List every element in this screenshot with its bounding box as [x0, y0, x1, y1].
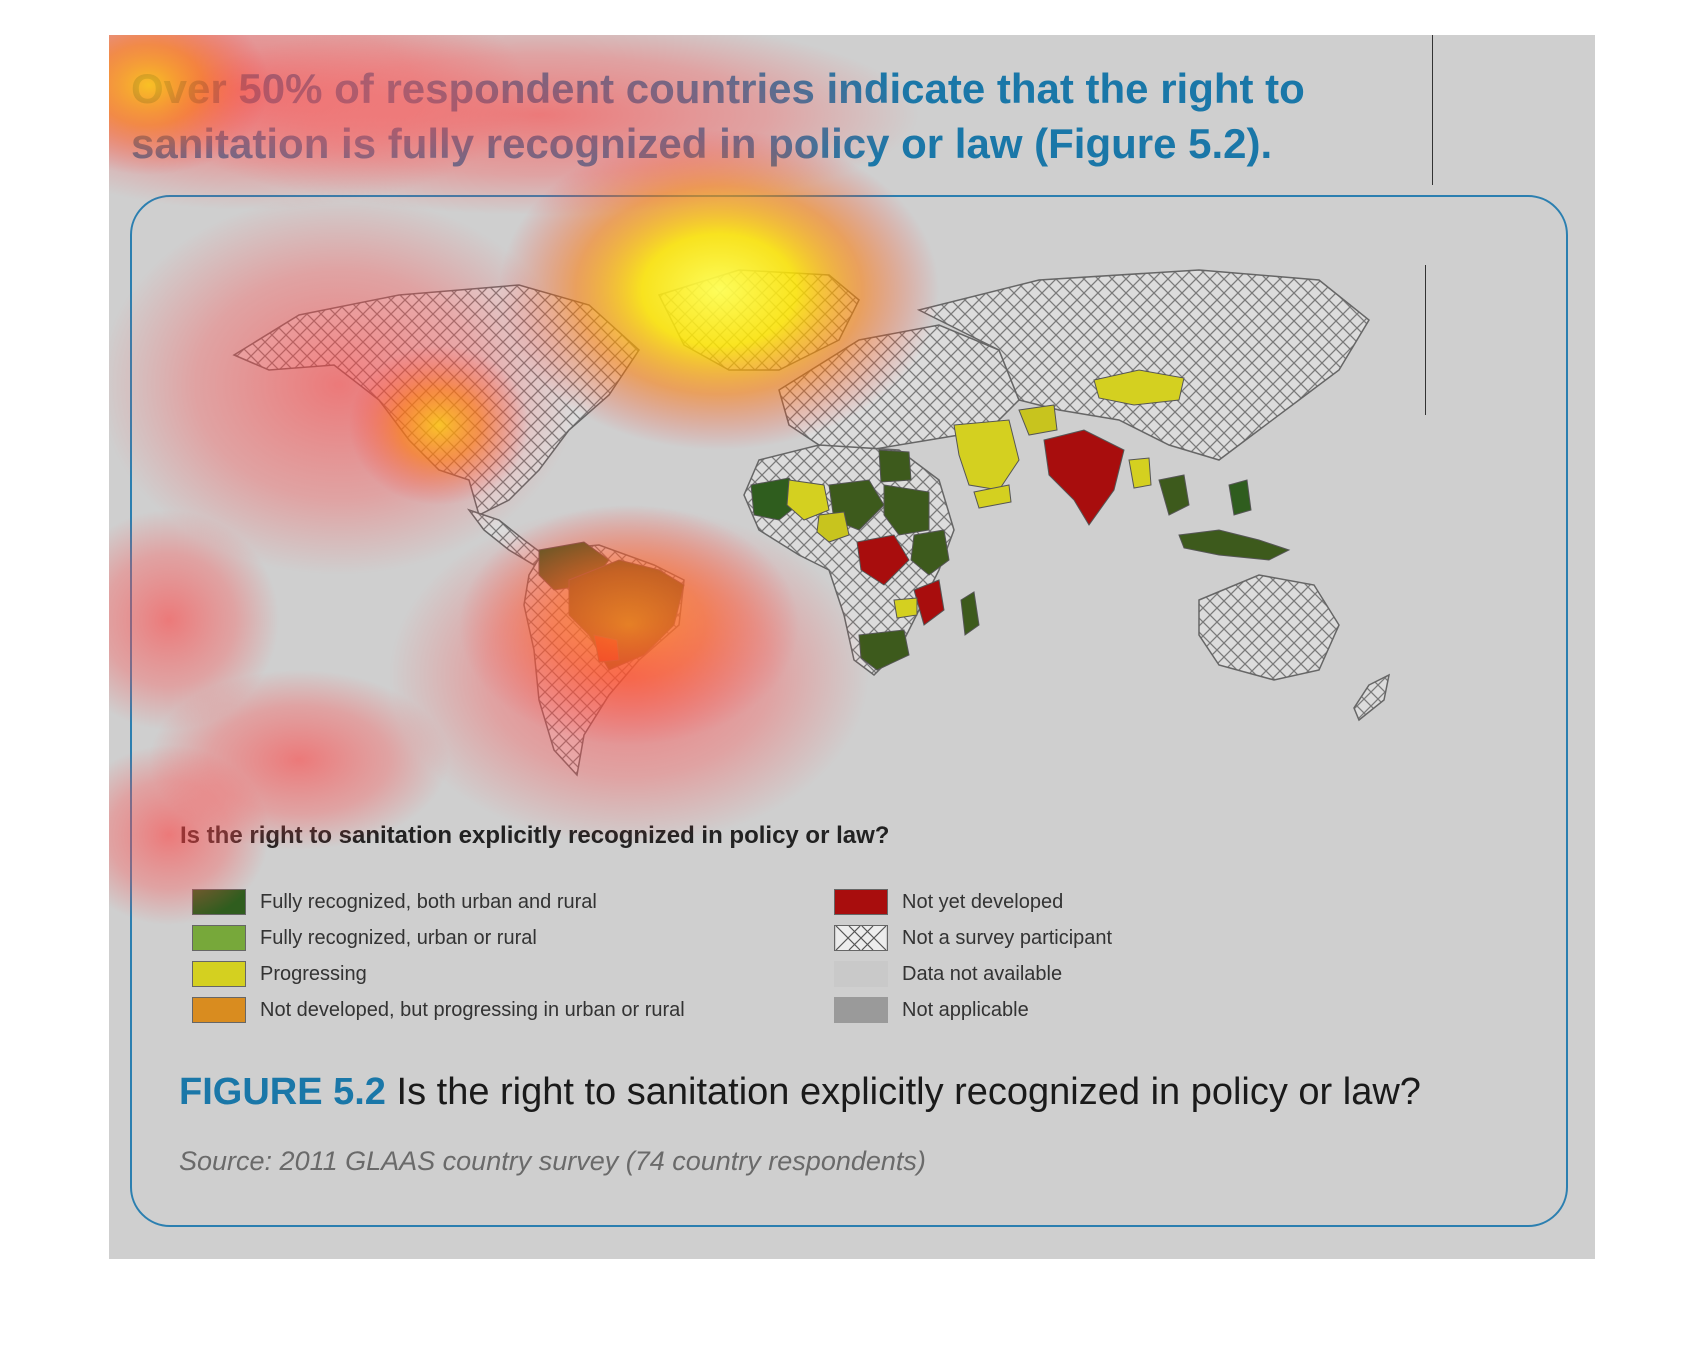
legend-label: Fully recognized, urban or rural — [260, 926, 537, 949]
figure-label: FIGURE 5.2 — [179, 1071, 386, 1113]
legend-title: Is the right to sanitation explicitly re… — [180, 822, 890, 849]
region-mozambique-red — [913, 579, 945, 626]
legend-item: Progressing — [192, 956, 685, 992]
region-new-zealand — [1353, 673, 1391, 722]
legend-left-column: Fully recognized, both urban and rural F… — [192, 884, 685, 1028]
legend-swatch — [192, 961, 246, 987]
legend-item: Not applicable — [834, 992, 1112, 1028]
region-egypt — [878, 449, 912, 483]
region-indonesia-green — [1178, 529, 1291, 561]
region-central-asia-yellow — [1018, 404, 1058, 436]
legend-label: Data not available — [902, 962, 1063, 985]
vertical-rule — [1432, 35, 1433, 185]
legend-swatch — [834, 889, 888, 915]
region-philippines-green — [1228, 479, 1252, 516]
legend-swatch — [192, 997, 246, 1023]
legend-item: Not a survey participant — [834, 920, 1112, 956]
legend-swatch-hatched — [834, 925, 888, 951]
legend-item: Not yet developed — [834, 884, 1112, 920]
figure-card: Over 50% of respondent countries indicat… — [109, 35, 1595, 1259]
headline: Over 50% of respondent countries indicat… — [131, 65, 1305, 167]
region-southeast-asia-green — [1158, 474, 1190, 516]
region-greenland — [657, 269, 860, 371]
region-mongolia — [1093, 369, 1185, 406]
vertical-rule — [1425, 265, 1426, 415]
source-note: Source: 2011 GLAAS country survey (74 co… — [179, 1146, 926, 1176]
legend-item: Not developed, but progressing in urban … — [192, 992, 685, 1028]
legend-swatch — [834, 961, 888, 987]
region-central-america — [466, 508, 546, 566]
world-map — [232, 269, 1391, 777]
legend-item: Fully recognized, both urban and rural — [192, 884, 685, 920]
region-zambia-yellow — [893, 597, 918, 619]
region-india-red — [1043, 429, 1125, 526]
region-north-america — [232, 284, 640, 517]
legend-label: Not a survey participant — [902, 926, 1113, 949]
legend-label: Not yet developed — [902, 890, 1064, 913]
legend-item: Fully recognized, urban or rural — [192, 920, 685, 956]
legend-swatch — [834, 997, 888, 1023]
region-east-africa-green — [910, 529, 950, 576]
legend-label: Progressing — [260, 962, 367, 985]
legend-swatch — [192, 925, 246, 951]
region-sudan-green — [883, 484, 930, 536]
figure-caption-text: Is the right to sanitation explicitly re… — [396, 1071, 1421, 1113]
region-madagascar-green — [960, 591, 980, 636]
legend-label: Not developed, but progressing in urban … — [260, 998, 685, 1021]
legend-swatch — [192, 889, 246, 915]
legend-item: Data not available — [834, 956, 1112, 992]
legend-label: Fully recognized, both urban and rural — [260, 890, 597, 913]
region-russia-asia — [916, 269, 1370, 461]
region-australia — [1198, 574, 1340, 681]
region-middle-east-yellow — [953, 419, 1020, 491]
legend-right-column: Not yet developed Not a survey participa… — [834, 884, 1112, 1028]
region-bangladesh-yellow — [1128, 457, 1152, 489]
region-yemen-yellow — [973, 484, 1012, 509]
figure-caption: FIGURE 5.2 Is the right to sanitation ex… — [179, 1071, 1421, 1114]
legend-label: Not applicable — [902, 998, 1029, 1021]
